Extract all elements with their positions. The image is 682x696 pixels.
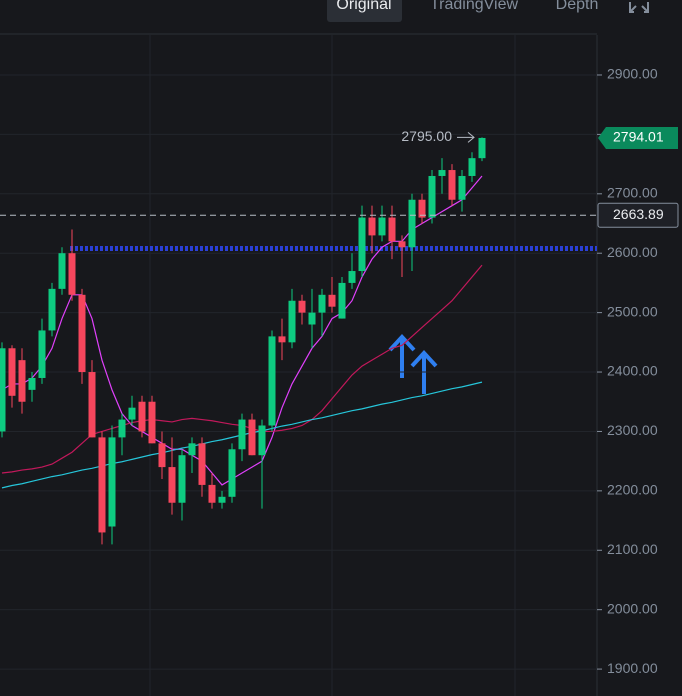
candle-body bbox=[318, 294, 326, 313]
reference-price-box bbox=[597, 202, 679, 228]
candle-body bbox=[198, 443, 206, 485]
y-tick-label: 2300.00 bbox=[607, 422, 658, 438]
candle-body bbox=[378, 217, 386, 236]
candle-body bbox=[38, 330, 46, 378]
y-tick-label: 2500.00 bbox=[607, 303, 658, 319]
candle-body bbox=[168, 467, 176, 503]
candle-body bbox=[68, 253, 76, 295]
y-tick-label: 2600.00 bbox=[607, 244, 658, 260]
candle-body bbox=[438, 170, 446, 176]
candle-body bbox=[448, 170, 456, 200]
expand-icon[interactable] bbox=[629, 2, 649, 13]
candle-body bbox=[398, 241, 406, 248]
candle-body bbox=[188, 443, 196, 456]
candle-body bbox=[148, 401, 156, 444]
candle-body bbox=[0, 348, 6, 432]
candle-body bbox=[258, 425, 266, 456]
candle-body bbox=[268, 336, 276, 426]
candle-body bbox=[108, 437, 116, 527]
y-tick-label: 2200.00 bbox=[607, 482, 658, 498]
candle-body bbox=[478, 137, 486, 159]
candle-body bbox=[288, 300, 296, 343]
candle-body bbox=[228, 449, 236, 497]
last-price-label: 2794.01 bbox=[613, 129, 664, 145]
high-marker-arrowhead bbox=[467, 131, 475, 143]
candle-body bbox=[428, 175, 436, 218]
candle-body bbox=[458, 175, 466, 200]
y-tick-label: 2000.00 bbox=[607, 600, 658, 616]
candle-body bbox=[28, 377, 36, 390]
candle-body bbox=[138, 401, 146, 432]
candle-body bbox=[8, 348, 16, 396]
candle-body bbox=[128, 407, 136, 420]
candle-body bbox=[388, 217, 396, 242]
y-tick-label: 2100.00 bbox=[607, 541, 658, 557]
candle-body bbox=[118, 419, 126, 438]
candle-body bbox=[338, 282, 346, 319]
candle-body bbox=[78, 294, 86, 373]
tab[interactable]: TradingView bbox=[430, 0, 518, 13]
up-arrows bbox=[388, 334, 438, 394]
candle-body bbox=[48, 288, 56, 331]
candle-body bbox=[208, 484, 216, 503]
last-price-box bbox=[598, 126, 678, 149]
high-marker-label: 2795.00 bbox=[401, 128, 452, 144]
y-tick-label: 2900.00 bbox=[607, 66, 658, 82]
candle-body bbox=[308, 312, 316, 325]
candle-body bbox=[218, 496, 226, 503]
y-tick-label: 1900.00 bbox=[607, 660, 658, 676]
candle-body bbox=[348, 271, 356, 283]
candle-body bbox=[238, 419, 246, 450]
tab[interactable]: Depth bbox=[556, 0, 599, 13]
y-tick-label: 2400.00 bbox=[607, 363, 658, 379]
candle-body bbox=[158, 443, 166, 468]
candle-body bbox=[298, 300, 306, 313]
candle-body bbox=[278, 336, 286, 343]
candle-body bbox=[58, 253, 66, 289]
candle-body bbox=[408, 199, 416, 248]
candle-body bbox=[18, 360, 26, 402]
reference-price-label: 2663.89 bbox=[613, 206, 664, 222]
candle-body bbox=[468, 158, 476, 176]
candle-body bbox=[358, 217, 366, 272]
candle-body bbox=[88, 372, 96, 438]
candle-body bbox=[418, 199, 426, 218]
y-tick-label: 2700.00 bbox=[607, 185, 658, 201]
candle-body bbox=[368, 217, 376, 236]
tab-active-bg[interactable] bbox=[327, 0, 402, 22]
tab[interactable]: Original bbox=[336, 0, 391, 13]
candle-body bbox=[178, 455, 186, 503]
candle-body bbox=[248, 419, 256, 456]
candle-body bbox=[98, 437, 106, 533]
candle-body bbox=[328, 294, 336, 307]
